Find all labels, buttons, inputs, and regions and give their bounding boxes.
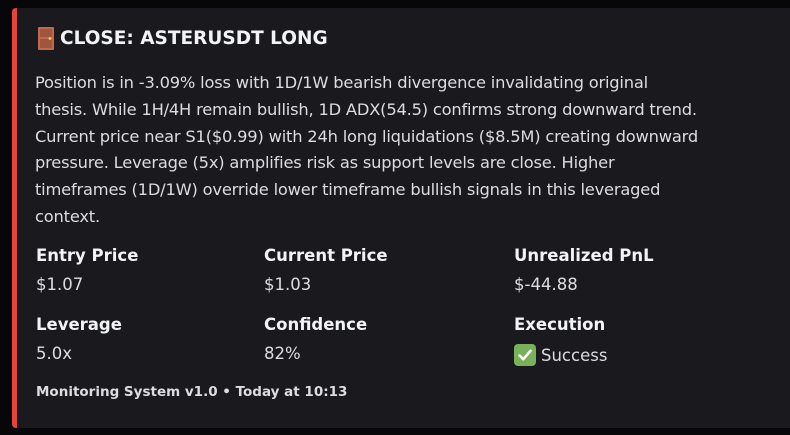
field-value-unrealized-pnl: $-44.88 xyxy=(514,275,578,294)
field-name-unrealized-pnl: Unrealized PnL xyxy=(514,246,654,265)
check-mark-icon xyxy=(514,344,536,366)
field-name-confidence: Confidence xyxy=(264,315,368,334)
field-value-execution-text: Success xyxy=(541,345,608,365)
field-name-current-price: Current Price xyxy=(264,246,388,265)
field-value-execution: Success xyxy=(514,344,607,366)
field-name-execution: Execution xyxy=(514,315,606,334)
embed-description: Position is in -3.09% loss with 1D/1W be… xyxy=(35,73,698,226)
field-value-current-price: $1.03 xyxy=(264,275,312,294)
field-value-confidence: 82% xyxy=(264,344,301,363)
field-name-entry-price: Entry Price xyxy=(36,246,139,265)
embed-title-text: CLOSE: ASTERUSDT LONG xyxy=(60,28,328,49)
embed-accent-bar xyxy=(12,8,17,428)
embed-card: CLOSE: ASTERUSDT LONG Position is in -3.… xyxy=(12,8,790,428)
field-value-leverage: 5.0x xyxy=(36,344,73,363)
field-name-leverage: Leverage xyxy=(36,315,122,334)
embed-title: CLOSE: ASTERUSDT LONG xyxy=(38,27,328,50)
field-value-entry-price: $1.07 xyxy=(36,275,84,294)
embed-footer: Monitoring System v1.0 • Today at 10:13 xyxy=(36,384,348,400)
door-icon xyxy=(38,27,54,50)
